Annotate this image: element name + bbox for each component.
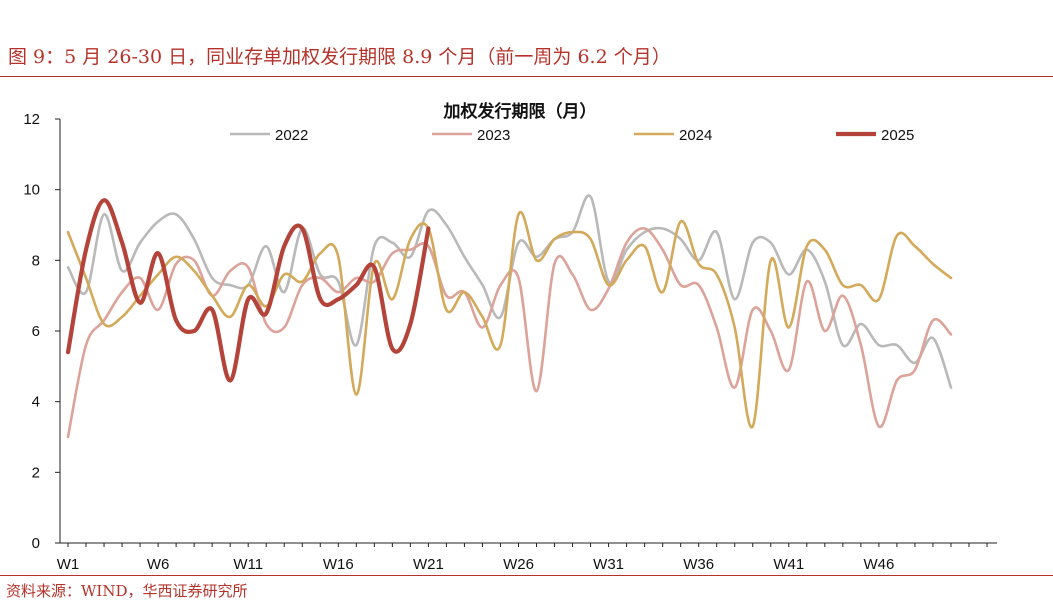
bottom-rule [0,575,1053,576]
y-tick-label: 10 [23,182,40,199]
x-tick-label: W11 [233,556,263,573]
x-tick-label: W41 [773,556,804,573]
plot-area [65,194,953,439]
x-tick-label: W16 [323,556,354,573]
legend: 2022 2023 2024 2025 [230,127,914,144]
chart-title: 加权发行期限（月） [443,101,597,121]
legend-label-2023: 2023 [477,127,510,144]
x-axis: W1 W6 W11 W16 W21 W26 W31 W36 W41 W46 [57,542,997,573]
legend-label-2022: 2022 [275,127,308,144]
legend-label-2024: 2024 [679,127,712,144]
x-tick-label: W26 [503,556,534,573]
series-line-2025 [65,198,431,383]
series-line-2022 [66,194,953,389]
y-tick-label: 6 [32,323,40,340]
source-note: 资料来源：WIND，华西证券研究所 [6,582,248,600]
x-tick-label: W6 [147,556,170,573]
x-tick-label: W21 [413,556,444,573]
x-tick-label: W1 [57,556,80,573]
legend-label-2025: 2025 [881,127,914,144]
y-tick-label: 0 [32,535,40,552]
series-line-2024 [66,210,953,429]
y-tick-label: 2 [32,464,40,481]
x-tick-label: W46 [863,556,894,573]
figure-title: 图 9：5 月 26-30 日，同业存单加权发行期限 8.9 个月（前一周为 6… [8,46,671,68]
y-tick-label: 8 [32,252,40,269]
x-tick-label: W31 [593,556,624,573]
y-axis: 0 2 4 6 8 10 12 [23,111,61,552]
series-line-2023 [66,227,953,439]
y-tick-label: 4 [32,394,40,411]
top-rule [0,76,1053,77]
x-tick-label: W36 [683,556,714,573]
y-tick-label: 12 [23,111,40,128]
